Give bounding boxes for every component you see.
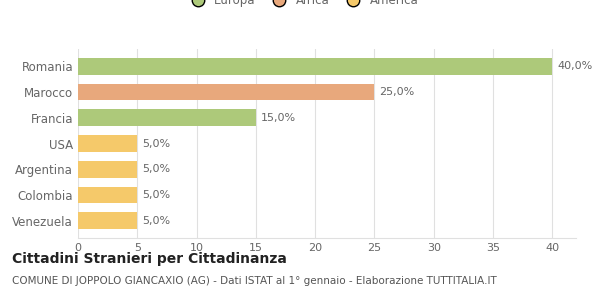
Bar: [78, 135, 137, 152]
Text: 5,0%: 5,0%: [142, 139, 170, 148]
Text: COMUNE DI JOPPOLO GIANCAXIO (AG) - Dati ISTAT al 1° gennaio - Elaborazione TUTTI: COMUNE DI JOPPOLO GIANCAXIO (AG) - Dati …: [12, 276, 497, 285]
Bar: [78, 109, 256, 126]
Bar: [78, 84, 374, 100]
Legend: Europa, Africa, America: Europa, Africa, America: [181, 0, 423, 12]
Text: Cittadini Stranieri per Cittadinanza: Cittadini Stranieri per Cittadinanza: [12, 252, 287, 266]
Bar: [78, 187, 137, 204]
Text: 25,0%: 25,0%: [379, 87, 415, 97]
Text: 15,0%: 15,0%: [260, 113, 296, 123]
Text: 40,0%: 40,0%: [557, 61, 592, 71]
Text: 5,0%: 5,0%: [142, 164, 170, 174]
Bar: [78, 58, 552, 75]
Text: 5,0%: 5,0%: [142, 190, 170, 200]
Bar: [78, 161, 137, 178]
Text: 5,0%: 5,0%: [142, 216, 170, 226]
Bar: [78, 213, 137, 229]
